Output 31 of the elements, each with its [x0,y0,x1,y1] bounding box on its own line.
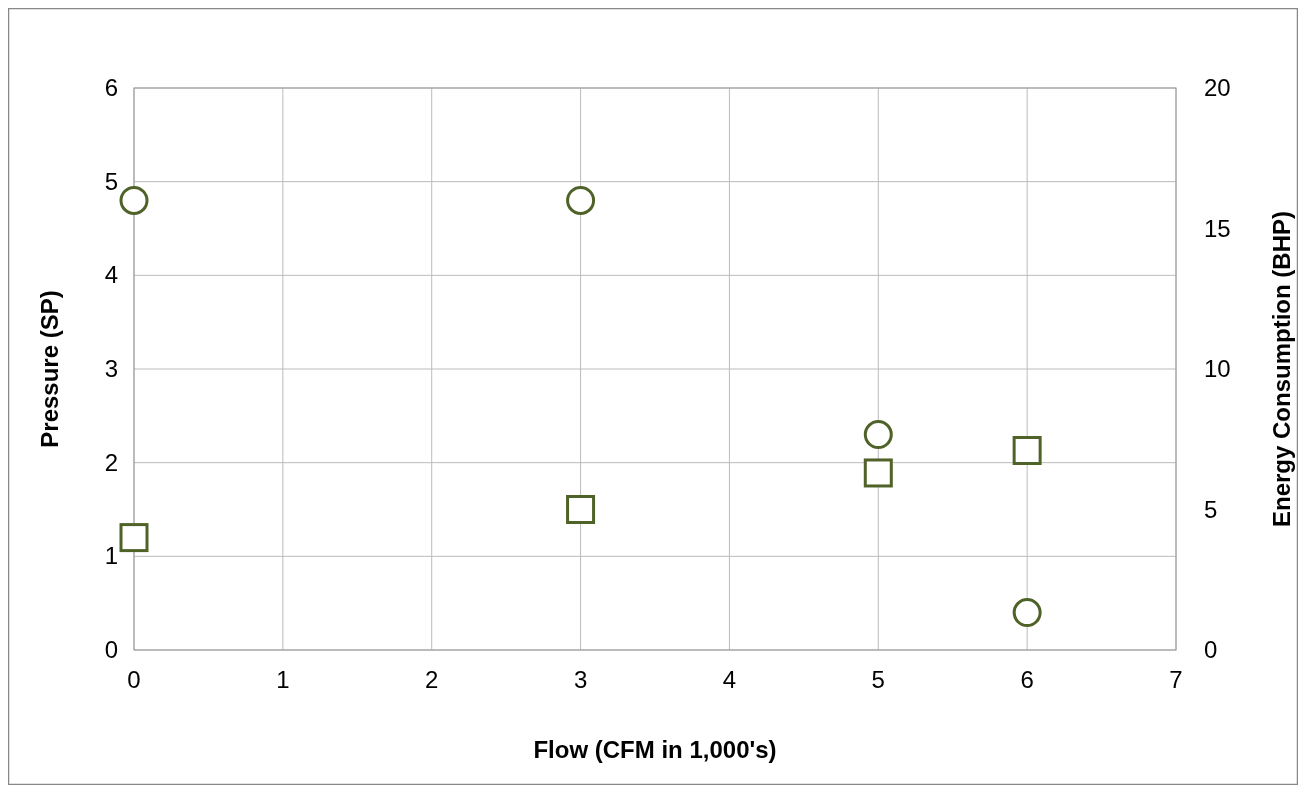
x-tick-label: 1 [276,666,290,693]
y-tick-label: 0 [104,636,118,663]
point [566,185,596,215]
y-tick-label: 4 [104,261,118,289]
y-tick-label: 1 [104,542,118,570]
x-tick-label: 5 [871,666,885,693]
y-tick-label: 2 [104,448,118,476]
y-tick-label: 3 [104,355,118,382]
x-axis-title: Flow (CFM in 1,000's) [533,736,777,763]
y-tick-label: 5 [104,167,118,195]
y2-tick-label: 0 [1204,636,1218,663]
x-tick-label: 2 [425,666,439,693]
y2-tick-label: 5 [1204,495,1218,523]
point [119,185,149,215]
x-tick-label: 6 [1020,666,1034,693]
point [863,420,893,450]
y2-tick-label: 15 [1204,214,1231,242]
x-tick-label: 4 [722,666,737,693]
x-tick-label: 0 [127,666,141,693]
point [1012,435,1042,465]
y2-tick-label: 20 [1204,74,1231,101]
y2-axis-title: Energy Consumption (BHP) [1268,211,1295,527]
y-tick-label: 6 [104,74,118,101]
point [119,523,149,553]
point [863,458,893,488]
point [566,495,596,524]
y2-tick-label: 10 [1204,355,1231,382]
point [1012,598,1042,628]
x-tick-label: 7 [1169,666,1183,693]
x-tick-label: 3 [573,666,588,693]
y-axis-title: Pressure (SP) [36,290,63,448]
